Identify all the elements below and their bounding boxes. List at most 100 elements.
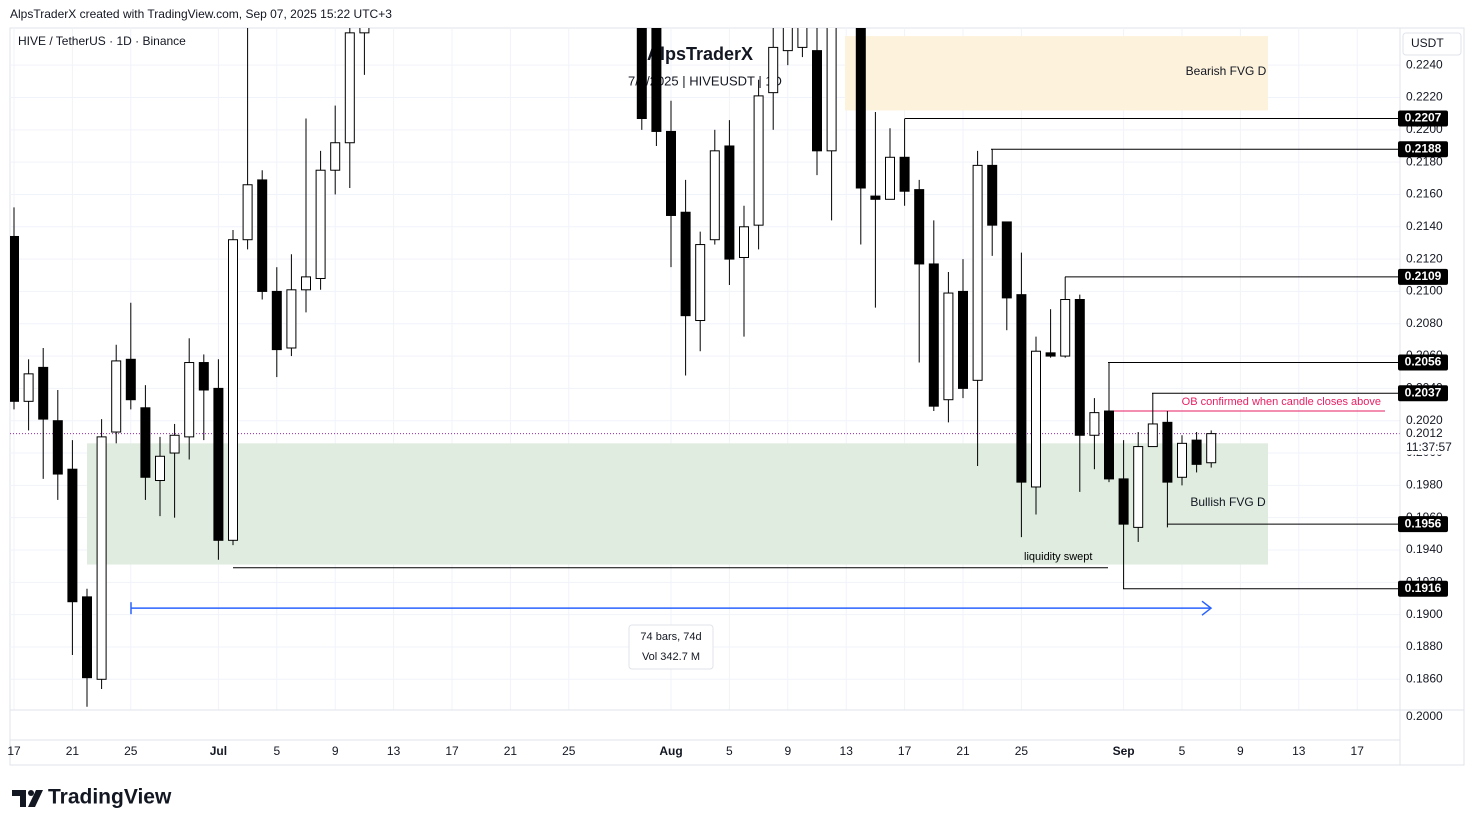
- candle-body-up: [169, 434, 180, 454]
- level-label: 0.2188: [1405, 141, 1442, 155]
- candle-body-down: [67, 468, 78, 603]
- level-label: 0.1956: [1405, 516, 1442, 530]
- logo-slash: [28, 790, 43, 807]
- candle-body-down: [855, 28, 866, 189]
- y-tick-label: 0.2100: [1406, 284, 1443, 298]
- candle-body-up: [96, 436, 107, 680]
- candle-body-up: [286, 289, 297, 349]
- candle-body-down: [870, 195, 881, 200]
- x-tick-label: 21: [504, 744, 518, 758]
- y-tick-label: 0.1980: [1406, 478, 1443, 492]
- watermark-title: AlpsTraderX: [647, 44, 753, 64]
- candle-body-down: [257, 179, 268, 292]
- last-price-box: [1402, 426, 1462, 455]
- annotation-label: liquidity swept: [1024, 551, 1092, 563]
- x-tick-label: 25: [124, 744, 138, 758]
- candle-body-up: [943, 292, 954, 401]
- y-tick-label: 0.2220: [1406, 90, 1443, 104]
- fvg-zone: [845, 36, 1268, 111]
- candle-body-down: [125, 358, 136, 401]
- candle-body-down: [38, 366, 49, 420]
- y-tick-label: 0.1860: [1406, 671, 1443, 685]
- candle-body-up: [242, 184, 253, 241]
- candle-body-down: [1016, 294, 1027, 483]
- y-tick-label: 0.2140: [1406, 219, 1443, 233]
- x-tick-label: 17: [445, 744, 459, 758]
- candle-body-down: [10, 235, 19, 402]
- candle-body-up: [111, 360, 122, 433]
- candle-body-up: [330, 142, 341, 171]
- x-tick-label: 9: [784, 744, 791, 758]
- candle-body-up: [826, 28, 837, 152]
- x-tick-label: 17: [7, 744, 21, 758]
- measure-volume: Vol 342.7 M: [642, 651, 700, 663]
- x-tick-label: 9: [332, 744, 339, 758]
- candle-body-down: [198, 362, 209, 391]
- candle-body-up: [1060, 299, 1071, 357]
- currency: USDT: [1411, 36, 1444, 50]
- candle-body-up: [184, 362, 195, 438]
- candle-body-up: [709, 150, 720, 241]
- level-label: 0.2037: [1405, 385, 1442, 399]
- level-label: 0.2207: [1405, 111, 1442, 125]
- symbol-title: HIVE / TetherUS · 1D · Binance: [18, 34, 186, 48]
- currency-box: [1402, 32, 1462, 56]
- candle-body-down: [213, 387, 224, 541]
- candle-body-down: [636, 28, 647, 120]
- candle-body-down: [899, 156, 910, 192]
- measure-arrowhead: [1201, 600, 1213, 616]
- candle-body-up: [1089, 412, 1100, 436]
- bottom-pane-label: 0.2000: [1406, 709, 1443, 723]
- candle-body-down: [666, 130, 676, 216]
- zone-label: Bearish FVG D: [1186, 64, 1267, 78]
- candle-body-down: [914, 189, 925, 265]
- candle-body-down: [52, 420, 63, 475]
- candle-body-up: [228, 239, 238, 541]
- candle-body-up: [23, 373, 34, 402]
- logo-shape: [12, 790, 26, 807]
- x-tick-label: 17: [898, 744, 912, 758]
- y-tick-label: 0.2240: [1406, 57, 1443, 71]
- candle-body-up: [1133, 446, 1144, 528]
- level-label: 0.2056: [1405, 355, 1442, 369]
- zones: [87, 36, 1268, 565]
- candle-body-down: [1001, 221, 1012, 299]
- y-tick-label: 0.2180: [1406, 154, 1443, 168]
- level-label: 0.1916: [1405, 581, 1442, 595]
- x-tick-label: 13: [387, 744, 401, 758]
- candle-body-up: [315, 169, 326, 279]
- x-tick-label: 5: [726, 744, 733, 758]
- candle-body-down: [1118, 478, 1129, 525]
- annotation-label: OB confirmed when candle closes above: [1182, 396, 1381, 408]
- candle-body-down: [680, 211, 691, 317]
- x-tick-label: 5: [273, 744, 280, 758]
- candle-body-down: [812, 50, 822, 152]
- candle-body-up: [1147, 423, 1158, 448]
- level-label-box: [1398, 110, 1448, 127]
- x-tick-label: Jul: [210, 744, 227, 758]
- fvg-zone: [87, 443, 1268, 565]
- candle-body-down: [958, 290, 968, 389]
- x-tick-label: Sep: [1113, 744, 1135, 758]
- candle-body-up: [301, 276, 311, 291]
- candle-body-up: [344, 32, 355, 144]
- logo-icon: [12, 790, 43, 807]
- x-tick-label: 21: [66, 744, 80, 758]
- level-label-box: [1398, 354, 1448, 371]
- candle-body-up: [1177, 442, 1187, 478]
- candle-body-up: [972, 164, 983, 381]
- level-label-box: [1398, 580, 1448, 597]
- candle-body-down: [928, 263, 939, 407]
- candle-body-down: [1074, 299, 1085, 436]
- y-tick-label: 0.1880: [1406, 639, 1443, 653]
- y-tick-label: 0.2160: [1406, 187, 1443, 201]
- countdown: 11:37:57: [1406, 440, 1452, 454]
- x-tick-label: 13: [1292, 744, 1306, 758]
- last-price-label: 0.2012: [1406, 426, 1443, 440]
- measure-bars: 74 bars, 74d: [640, 631, 701, 643]
- zone-label: Bullish FVG D: [1190, 495, 1266, 509]
- candle-body-up: [753, 95, 764, 226]
- measure-label-box: [628, 624, 714, 670]
- x-tick-label: 25: [562, 744, 576, 758]
